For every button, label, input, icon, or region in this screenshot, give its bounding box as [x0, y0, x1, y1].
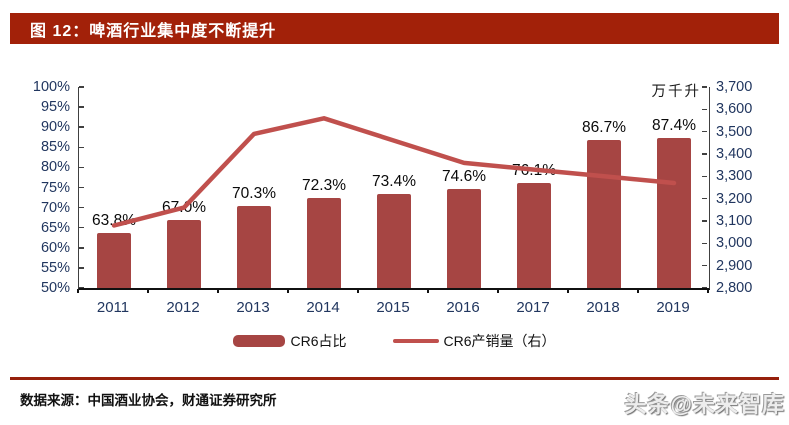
x-axis-tick [637, 289, 639, 293]
right-axis-tick [702, 197, 707, 200]
bar-2019 [657, 137, 691, 288]
bar-value-label: 73.4% [372, 172, 416, 190]
left-axis-tick [79, 106, 84, 108]
left-axis-tick-label: 95% [40, 99, 70, 116]
bar-value-label: 87.4% [652, 116, 696, 134]
bar-2016 [447, 189, 481, 288]
right-axis-tick-label: 3,000 [716, 235, 753, 252]
watermark: 头条@未来智库 [624, 392, 785, 417]
left-axis-tick-label: 85% [40, 139, 70, 156]
figure-title-bar: 图 12：啤酒行业集中度不断提升 [10, 13, 779, 44]
bar-series-swatch [233, 335, 286, 347]
bar-2017 [517, 183, 551, 288]
right-axis-tick [702, 86, 707, 88]
right-axis-tick-label: 3,200 [716, 190, 753, 207]
right-axis-tick [702, 220, 707, 222]
x-axis-label: 2011 [96, 299, 130, 316]
bar-2013 [237, 206, 271, 288]
left-axis-tick [79, 186, 84, 189]
right-axis-tick [702, 175, 707, 178]
right-axis-tick [702, 242, 707, 245]
x-axis-tick [567, 289, 569, 293]
bar-2018 [587, 140, 621, 288]
bar-2014 [307, 198, 341, 288]
x-axis-label: 2018 [586, 299, 620, 316]
data-source: 数据来源：中国酒业协会，财通证券研究所 [20, 393, 277, 408]
bar-2012 [167, 219, 201, 288]
left-axis-tick-label: 60% [40, 239, 70, 256]
right-axis-tick-label: 3,700 [716, 79, 753, 95]
x-axis-label: 2012 [166, 299, 200, 316]
x-axis-label: 2017 [516, 299, 550, 316]
right-axis-tick-label: 3,300 [716, 168, 753, 185]
left-axis-tick-label: 100% [32, 79, 70, 95]
left-axis-tick-label: 65% [40, 219, 70, 236]
left-axis-tick-label: 55% [40, 259, 70, 276]
x-axis-tick [217, 289, 219, 293]
left-axis-tick-label: 90% [40, 119, 70, 136]
left-axis-tick [79, 226, 84, 229]
x-axis-tick [357, 289, 359, 293]
trend-line [111, 116, 677, 228]
x-axis-tick [497, 289, 499, 293]
bar-2015 [377, 193, 411, 288]
left-axis-tick [79, 146, 84, 149]
right-axis-tick-label: 2,800 [716, 280, 753, 296]
left-axis-tick-label: 50% [40, 280, 70, 296]
bar-value-label: 70.3% [232, 185, 276, 203]
left-axis-tick [79, 247, 84, 249]
left-axis-tick [79, 166, 84, 169]
left-axis-tick [79, 267, 84, 269]
legend-label-cr6-volume: CR6产销量（右） [443, 333, 556, 349]
right-axis-tick-label: 3,600 [716, 101, 753, 118]
x-axis-tick [287, 289, 289, 293]
line-series-swatch [392, 339, 439, 343]
x-axis-tick [707, 289, 709, 293]
x-axis-tick [147, 289, 149, 293]
right-axis-tick-label: 3,100 [716, 213, 753, 229]
left-axis-tick [79, 86, 84, 88]
legend-label-cr6-share: CR6占比 [290, 333, 347, 349]
left-axis-tick-label: 75% [40, 179, 70, 196]
legend-item-cr6-volume: CR6产销量（右） [392, 331, 556, 351]
x-axis-label: 2019 [656, 299, 690, 316]
left-axis-tick-label: 80% [40, 159, 70, 176]
legend-item-cr6-share: CR6占比 [233, 331, 347, 351]
right-axis-tick-label: 3,400 [716, 146, 753, 162]
bar-value-label: 72.3% [302, 177, 346, 195]
right-axis-tick-label: 3,500 [716, 123, 753, 140]
right-axis-tick [702, 130, 707, 133]
bar-value-label: 74.6% [442, 168, 486, 186]
x-axis-tick [77, 289, 79, 293]
x-axis-label: 2015 [376, 299, 410, 316]
x-axis-tick [427, 289, 429, 293]
bar-value-label: 86.7% [582, 119, 626, 137]
right-axis-tick [702, 108, 707, 111]
plot-area: 万千升 63.8% 67.0% 70.3% 72.3% 73.4% 74.6% 76.1% 8… [78, 84, 710, 290]
left-axis-tick-label: 70% [40, 199, 70, 216]
footer-divider [10, 377, 779, 380]
bar-2011 [97, 232, 131, 288]
right-axis-tick-label: 2,900 [716, 257, 753, 274]
right-axis-tick [702, 264, 707, 267]
legend: CR6占比 CR6产销量（右） [0, 331, 789, 351]
right-axis-unit-label: 万千升 [651, 84, 701, 100]
x-axis-label: 2013 [236, 299, 270, 316]
x-axis-label: 2014 [306, 299, 340, 316]
x-axis-label: 2016 [446, 299, 480, 316]
left-axis-tick [79, 206, 84, 209]
left-axis-tick [79, 126, 84, 128]
right-axis-tick [702, 153, 707, 155]
figure-title: 图 12：啤酒行业集中度不断提升 [30, 22, 277, 40]
